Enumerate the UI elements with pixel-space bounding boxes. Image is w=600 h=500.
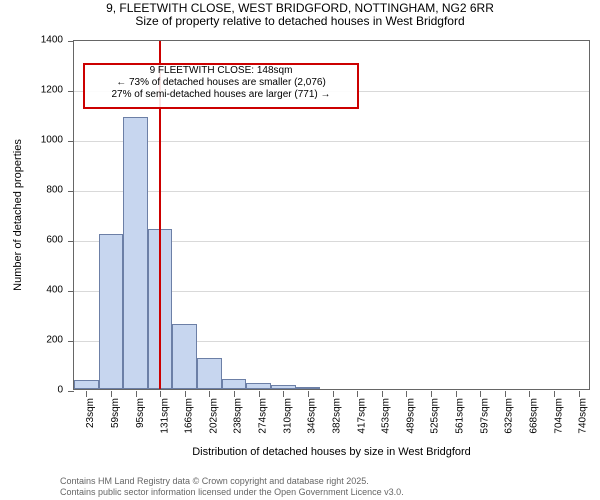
x-tick-label: 238sqm [233, 398, 244, 434]
y-axis-label: Number of detached properties [12, 40, 24, 390]
y-tick [68, 391, 74, 392]
annotation-line2: ← 73% of detached houses are smaller (2,… [85, 77, 357, 89]
x-tick [333, 391, 334, 397]
histogram-bar [123, 117, 148, 389]
x-tick [111, 391, 112, 397]
x-tick [406, 391, 407, 397]
histogram-bar [296, 387, 321, 389]
x-tick-label: 23sqm [85, 398, 96, 428]
x-tick-label: 561sqm [455, 398, 466, 434]
gridline [74, 141, 589, 142]
x-tick [505, 391, 506, 397]
x-tick [136, 391, 137, 397]
x-tick-label: 489sqm [405, 398, 416, 434]
x-tick-label: 632sqm [504, 398, 515, 434]
annotation-line1: 9 FLEETWITH CLOSE: 148sqm [85, 65, 357, 77]
plot-area: 9 FLEETWITH CLOSE: 148sqm ← 73% of detac… [73, 40, 590, 390]
x-tick-label: 453sqm [381, 398, 392, 434]
x-tick [308, 391, 309, 397]
x-tick-label: 346sqm [307, 398, 318, 434]
x-tick [579, 391, 580, 397]
x-tick-label: 525sqm [430, 398, 441, 434]
x-tick [209, 391, 210, 397]
x-tick-label: 131sqm [159, 398, 170, 434]
histogram-bar [74, 380, 99, 389]
histogram-bar [99, 234, 124, 389]
chart-title-sub: Size of property relative to detached ho… [0, 15, 600, 28]
x-tick-label: 417sqm [356, 398, 367, 434]
x-tick [529, 391, 530, 397]
x-tick-label: 202sqm [208, 398, 219, 434]
x-tick-label: 166sqm [184, 398, 195, 434]
x-tick [259, 391, 260, 397]
x-tick [86, 391, 87, 397]
annotation-line3: 27% of semi-detached houses are larger (… [85, 89, 357, 101]
y-tick [68, 141, 74, 142]
histogram-bar [222, 379, 247, 389]
histogram-bar [197, 358, 222, 389]
y-tick [68, 91, 74, 92]
x-tick [283, 391, 284, 397]
histogram-bar [172, 324, 197, 389]
x-tick-label: 95sqm [135, 398, 146, 428]
histogram-bar [271, 385, 296, 390]
x-tick [160, 391, 161, 397]
x-tick-label: 668sqm [528, 398, 539, 434]
gridline [74, 191, 589, 192]
x-tick [234, 391, 235, 397]
x-tick [382, 391, 383, 397]
y-tick [68, 191, 74, 192]
credits: Contains HM Land Registry data © Crown c… [60, 476, 404, 499]
x-tick [480, 391, 481, 397]
annotation-box: 9 FLEETWITH CLOSE: 148sqm ← 73% of detac… [83, 63, 359, 109]
x-tick-label: 740sqm [578, 398, 589, 434]
credits-line1: Contains HM Land Registry data © Crown c… [60, 476, 404, 487]
chart-title-main: 9, FLEETWITH CLOSE, WEST BRIDGFORD, NOTT… [0, 0, 600, 15]
x-tick-label: 274sqm [258, 398, 269, 434]
x-axis-label: Distribution of detached houses by size … [73, 446, 590, 458]
y-tick [68, 341, 74, 342]
y-tick [68, 241, 74, 242]
x-tick [185, 391, 186, 397]
y-tick [68, 41, 74, 42]
x-tick-label: 59sqm [110, 398, 121, 428]
credits-line2: Contains public sector information licen… [60, 487, 404, 498]
x-tick [456, 391, 457, 397]
histogram-bar [246, 383, 271, 389]
x-tick-label: 382sqm [332, 398, 343, 434]
x-tick-label: 597sqm [479, 398, 490, 434]
x-tick-label: 310sqm [282, 398, 293, 434]
x-tick [554, 391, 555, 397]
x-tick [357, 391, 358, 397]
x-tick-label: 704sqm [553, 398, 564, 434]
y-tick [68, 291, 74, 292]
x-tick [431, 391, 432, 397]
plot-wrap: 0200400600800100012001400 Number of deta… [73, 40, 590, 390]
